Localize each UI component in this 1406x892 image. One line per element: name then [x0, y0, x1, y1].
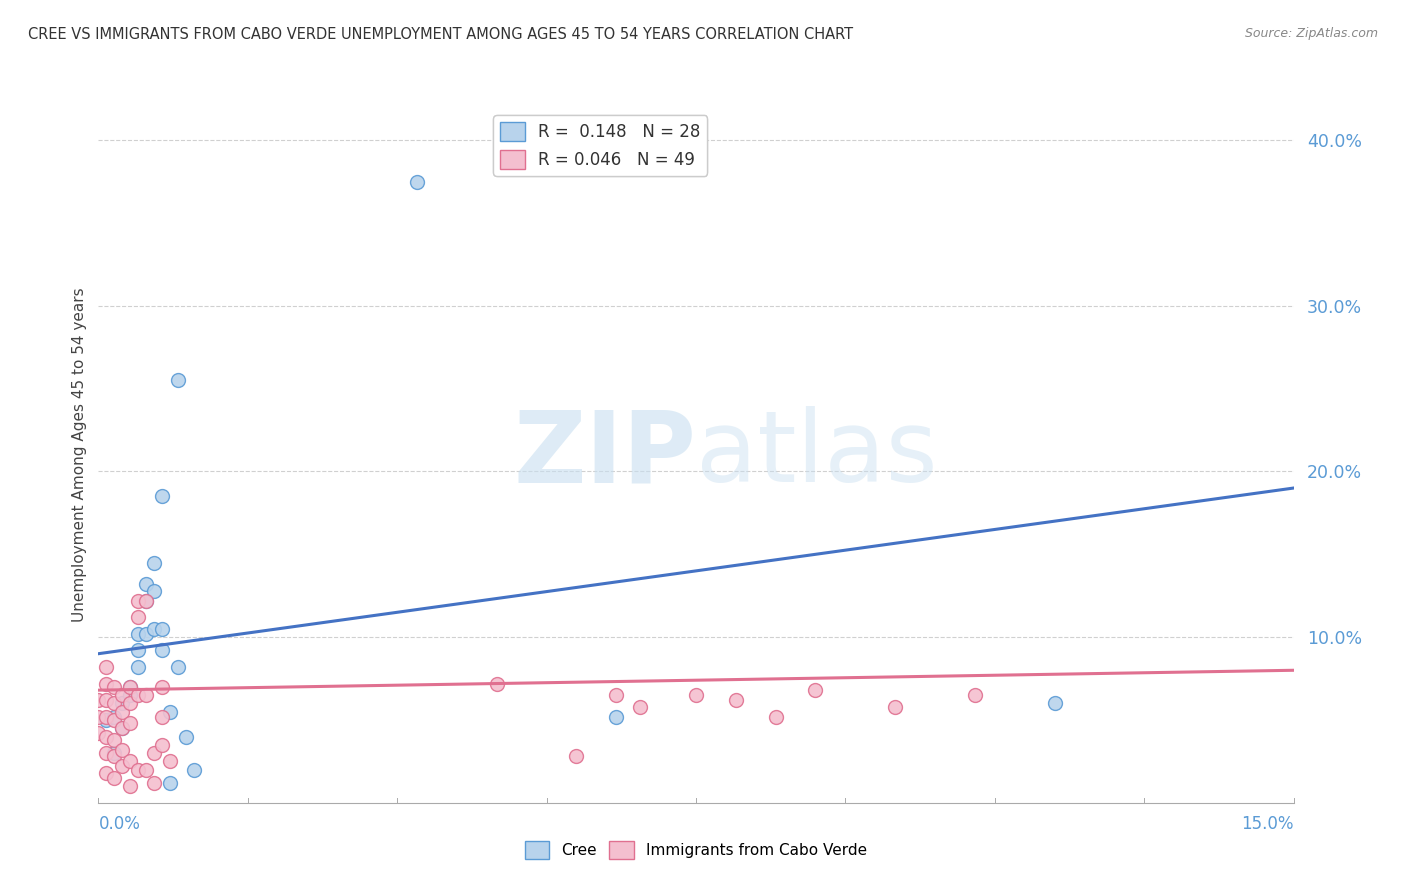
- Point: [174, 730, 197, 744]
- Point: [724, 693, 747, 707]
- Point: [111, 705, 134, 719]
- Point: [127, 643, 149, 657]
- Point: [1043, 697, 1066, 711]
- Point: [120, 680, 142, 694]
- Point: [804, 683, 827, 698]
- Point: [135, 688, 157, 702]
- Point: [127, 593, 149, 607]
- Point: [96, 713, 118, 727]
- Point: [135, 593, 157, 607]
- Point: [135, 627, 157, 641]
- Point: [150, 738, 173, 752]
- Point: [120, 716, 142, 731]
- Point: [120, 697, 142, 711]
- Point: [159, 776, 181, 790]
- Point: [96, 766, 118, 780]
- Point: [143, 776, 166, 790]
- Point: [103, 732, 125, 747]
- Point: [150, 680, 173, 694]
- Point: [111, 759, 134, 773]
- Point: [150, 709, 173, 723]
- Point: [135, 577, 157, 591]
- Point: [120, 688, 142, 702]
- Point: [87, 726, 110, 740]
- Point: [127, 610, 149, 624]
- Point: [406, 175, 429, 189]
- Point: [143, 622, 166, 636]
- Legend: Cree, Immigrants from Cabo Verde: Cree, Immigrants from Cabo Verde: [519, 835, 873, 864]
- Text: 0.0%: 0.0%: [98, 815, 141, 833]
- Point: [143, 556, 166, 570]
- Point: [167, 660, 190, 674]
- Point: [963, 688, 986, 702]
- Point: [96, 676, 118, 690]
- Point: [135, 593, 157, 607]
- Point: [765, 709, 787, 723]
- Point: [96, 693, 118, 707]
- Point: [150, 489, 173, 503]
- Point: [605, 688, 627, 702]
- Point: [127, 763, 149, 777]
- Point: [111, 697, 134, 711]
- Point: [127, 688, 149, 702]
- Point: [111, 688, 134, 702]
- Point: [120, 755, 142, 769]
- Point: [127, 627, 149, 641]
- Point: [96, 660, 118, 674]
- Point: [628, 699, 651, 714]
- Point: [167, 373, 190, 387]
- Point: [111, 721, 134, 735]
- Point: [103, 749, 125, 764]
- Point: [103, 771, 125, 785]
- Point: [159, 755, 181, 769]
- Point: [565, 749, 588, 764]
- Text: CREE VS IMMIGRANTS FROM CABO VERDE UNEMPLOYMENT AMONG AGES 45 TO 54 YEARS CORREL: CREE VS IMMIGRANTS FROM CABO VERDE UNEMP…: [28, 27, 853, 42]
- Point: [884, 699, 907, 714]
- Point: [605, 709, 627, 723]
- Point: [87, 709, 110, 723]
- Text: atlas: atlas: [696, 407, 938, 503]
- Point: [96, 746, 118, 760]
- Text: Source: ZipAtlas.com: Source: ZipAtlas.com: [1244, 27, 1378, 40]
- Point: [103, 746, 125, 760]
- Text: 15.0%: 15.0%: [1241, 815, 1294, 833]
- Point: [150, 622, 173, 636]
- Point: [96, 709, 118, 723]
- Point: [159, 705, 181, 719]
- Point: [685, 688, 707, 702]
- Point: [111, 743, 134, 757]
- Text: ZIP: ZIP: [513, 407, 696, 503]
- Point: [485, 676, 508, 690]
- Point: [103, 680, 125, 694]
- Point: [135, 763, 157, 777]
- Point: [111, 721, 134, 735]
- Point: [103, 713, 125, 727]
- Y-axis label: Unemployment Among Ages 45 to 54 years: Unemployment Among Ages 45 to 54 years: [72, 287, 87, 623]
- Point: [183, 763, 205, 777]
- Point: [120, 680, 142, 694]
- Point: [143, 746, 166, 760]
- Point: [127, 660, 149, 674]
- Point: [96, 730, 118, 744]
- Point: [143, 583, 166, 598]
- Point: [150, 643, 173, 657]
- Point: [87, 693, 110, 707]
- Point: [120, 779, 142, 793]
- Point: [103, 697, 125, 711]
- Point: [103, 709, 125, 723]
